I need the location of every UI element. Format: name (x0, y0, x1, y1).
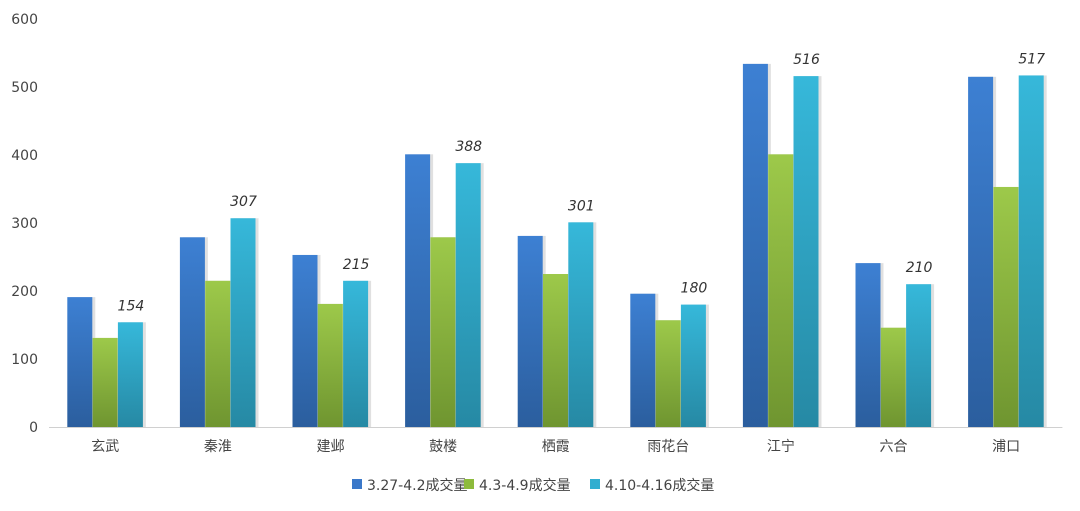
bar-4.3-4.9成交量 (317, 303, 343, 427)
x-tick-label: 秦淮 (204, 439, 232, 455)
y-tick-label: 600 (11, 12, 38, 28)
x-tick-label: 栖霞 (542, 439, 570, 455)
bar-4.3-4.9成交量 (768, 154, 794, 427)
bar-3.27-4.2成交量 (179, 237, 205, 427)
bar-3.27-4.2成交量 (67, 297, 93, 427)
bar-3.27-4.2成交量 (292, 254, 318, 427)
data-label: 301 (568, 198, 595, 214)
bar-4.10-4.16成交量 (230, 218, 256, 427)
y-tick-label: 500 (11, 80, 38, 96)
legend-label: 3.27-4.2成交量 (367, 477, 468, 494)
bar-4.3-4.9成交量 (205, 280, 231, 427)
data-label: 215 (343, 257, 370, 273)
data-label: 180 (681, 281, 708, 297)
bar-3.27-4.2成交量 (742, 63, 768, 427)
bar-4.10-4.16成交量 (568, 222, 594, 427)
legend-swatch (464, 479, 474, 489)
y-tick-label: 200 (11, 284, 38, 300)
legend-swatch (590, 479, 600, 489)
bar-4.10-4.16成交量 (680, 304, 706, 427)
bar-4.3-4.9成交量 (880, 327, 906, 427)
x-tick-label: 玄武 (91, 438, 119, 455)
bar-4.3-4.9成交量 (92, 337, 118, 427)
bar-4.10-4.16成交量 (1018, 75, 1044, 427)
y-tick-label: 400 (11, 148, 38, 164)
x-tick-label: 雨花台 (647, 439, 689, 455)
bar-4.3-4.9成交量 (543, 274, 568, 427)
bar-4.3-4.9成交量 (993, 186, 1019, 427)
legend-label: 4.3-4.9成交量 (479, 477, 571, 494)
y-tick-label: 0 (29, 420, 38, 436)
bar-3.27-4.2成交量 (968, 76, 994, 428)
data-label: 210 (906, 260, 933, 276)
bar-4.3-4.9成交量 (430, 237, 456, 427)
x-tick-label: 建邺 (317, 439, 345, 455)
x-tick-label: 鼓楼 (429, 439, 457, 455)
data-label: 516 (793, 52, 820, 68)
data-label: 517 (1018, 51, 1045, 67)
bar-3.27-4.2成交量 (855, 263, 881, 427)
data-label: 154 (118, 298, 145, 314)
x-tick-label: 江宁 (767, 438, 795, 455)
bar-4.10-4.16成交量 (455, 163, 481, 427)
bar-3.27-4.2成交量 (630, 293, 656, 427)
bar-4.10-4.16成交量 (343, 280, 369, 427)
y-tick-label: 300 (11, 216, 38, 232)
bar-4.10-4.16成交量 (793, 76, 819, 428)
bar-4.10-4.16成交量 (117, 322, 143, 427)
x-tick-label: 六合 (880, 439, 908, 455)
legend-label: 4.10-4.16成交量 (605, 477, 714, 494)
data-label: 307 (230, 194, 257, 210)
bar-3.27-4.2成交量 (517, 235, 543, 427)
y-tick-label: 100 (11, 352, 38, 368)
bar-4.10-4.16成交量 (906, 284, 932, 427)
bar-3.27-4.2成交量 (405, 154, 431, 427)
data-label: 388 (455, 139, 482, 155)
x-tick-label: 浦口 (992, 439, 1020, 455)
bar-4.3-4.9成交量 (655, 320, 681, 427)
legend-swatch (352, 479, 362, 489)
